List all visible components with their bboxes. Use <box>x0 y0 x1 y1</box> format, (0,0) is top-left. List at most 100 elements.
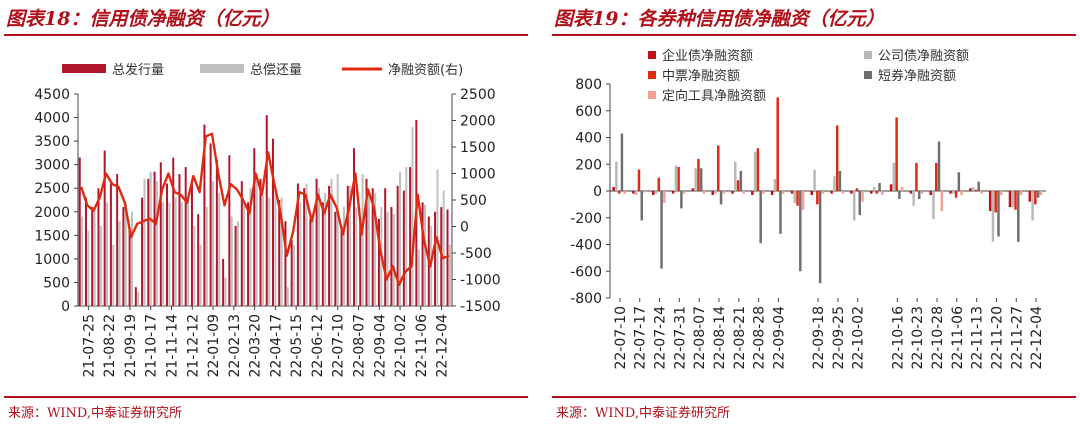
x-tick-label: 22-07-17 <box>633 306 649 370</box>
bar-repayment <box>417 249 420 306</box>
bar-gross-issuance <box>103 150 106 306</box>
bar-corp <box>929 191 932 196</box>
bar-gross-issuance <box>128 230 131 306</box>
x-tick-label: 22-10-02 <box>851 306 867 370</box>
bar-ppn <box>702 191 706 194</box>
bar-corp <box>671 191 675 194</box>
bar-company <box>971 186 975 191</box>
bar-repayment <box>274 185 277 306</box>
x-tick-label: 22-09-04 <box>372 314 388 378</box>
chart-panel-by-type-net-financing: 图表19：各券种信用债净融资（亿元） 企业债净融资额 公司债净融资额 中票净融资额 短… <box>548 0 1080 428</box>
bar-corp <box>731 191 734 194</box>
x-tick-label: 22-09-18 <box>811 306 827 370</box>
bar-mtn <box>994 191 997 213</box>
y-tick-label-left: 1500 <box>34 228 70 244</box>
bar-ppn <box>920 191 924 194</box>
bar-repayment <box>261 195 264 306</box>
bar-gross-issuance <box>446 209 449 306</box>
bar-repayment <box>336 174 339 306</box>
x-tick-label: 22-12-04 <box>1029 306 1045 370</box>
bar-short <box>1017 191 1020 242</box>
bar-ppn <box>643 191 646 193</box>
source-rule <box>552 396 1076 398</box>
bar-gross-issuance <box>296 183 299 306</box>
bar-repayment <box>324 192 327 306</box>
bar-company <box>694 168 697 191</box>
bar-ppn <box>861 191 864 202</box>
bar-gross-issuance <box>434 211 437 306</box>
x-tick-label: 22-11-13 <box>970 306 986 370</box>
legend-label: 净融资额(右) <box>388 63 463 78</box>
source-note: 来源：WIND,中泰证券研究所 <box>8 406 182 421</box>
bar-gross-issuance <box>384 188 387 306</box>
bar-gross-issuance <box>91 207 94 306</box>
chart-title: 图表18：信用债净融资（亿元） <box>6 8 280 30</box>
legend-swatch <box>864 71 872 79</box>
bar-mtn <box>717 145 720 191</box>
bar-repayment <box>81 216 84 306</box>
bar-gross-issuance <box>159 162 162 306</box>
y-tick-label: 800 <box>575 77 602 93</box>
x-tick-label: 22-09-25 <box>831 306 847 370</box>
bar-repayment <box>405 167 408 306</box>
bar-gross-issuance <box>409 167 412 306</box>
bar-repayment <box>230 216 233 306</box>
bar-ppn <box>881 191 884 196</box>
bar-repayment <box>330 178 333 306</box>
bar-ppn <box>980 191 983 194</box>
x-tick-label: 22-11-27 <box>1009 306 1025 370</box>
bar-gross-issuance <box>365 178 368 306</box>
y-tick-label-right: -1000 <box>460 273 501 289</box>
chart-title: 图表19：各券种信用债净融资（亿元） <box>554 8 885 30</box>
legend-swatch <box>648 71 656 79</box>
x-tick-label: 21-10-17 <box>144 314 160 378</box>
bar-ppn <box>663 191 666 204</box>
bar-company <box>615 161 618 191</box>
bar-repayment <box>180 202 183 306</box>
bar-ppn <box>742 191 745 194</box>
bar-mtn <box>1034 191 1037 205</box>
y-tick-label: -800 <box>570 291 602 307</box>
bar-repayment <box>155 181 158 306</box>
legend-label: 中票净融资额 <box>662 69 740 84</box>
y-tick-label-left: 500 <box>43 275 70 291</box>
y-tick-label-left: 2500 <box>34 181 70 197</box>
bar-repayment <box>193 225 196 306</box>
y-tick-label-left: 4500 <box>34 87 70 103</box>
bar-gross-issuance <box>334 211 337 306</box>
x-tick-label: 22-08-07 <box>692 306 708 370</box>
bar-short <box>759 191 762 244</box>
y-tick-label-left: 0 <box>61 299 70 315</box>
bar-short <box>937 141 941 191</box>
bar-company <box>952 191 955 194</box>
x-tick-label: 21-07-25 <box>81 314 97 378</box>
x-tick-label: 22-03-20 <box>248 314 264 378</box>
bar-short <box>699 168 703 191</box>
bar-company <box>654 191 658 194</box>
legend-label: 总偿还量 <box>250 63 302 78</box>
bar-company <box>833 176 836 191</box>
bar-gross-issuance <box>234 225 237 306</box>
bar-short <box>917 191 921 200</box>
bar-gross-issuance <box>259 178 262 306</box>
bar-corp <box>909 191 913 194</box>
bar-short <box>640 191 643 221</box>
bar-repayment <box>442 190 445 306</box>
bar-repayment <box>423 204 426 306</box>
x-tick-label: 21-11-14 <box>165 314 181 378</box>
bar-short <box>818 191 822 284</box>
bar-ppn <box>623 191 626 194</box>
bar-repayment <box>448 244 451 306</box>
bar-mtn <box>697 158 700 191</box>
bar-repayment <box>236 221 239 306</box>
bar-gross-issuance <box>396 185 399 306</box>
bar-mtn <box>875 191 879 194</box>
legend-swatch <box>62 64 106 73</box>
bar-gross-issuance <box>97 188 100 306</box>
x-tick-label: 21-09-19 <box>123 314 139 378</box>
bar-mtn <box>935 162 938 191</box>
bar-mtn <box>974 189 978 191</box>
bar-gross-issuance <box>328 185 331 306</box>
bar-gross-issuance <box>153 171 156 306</box>
